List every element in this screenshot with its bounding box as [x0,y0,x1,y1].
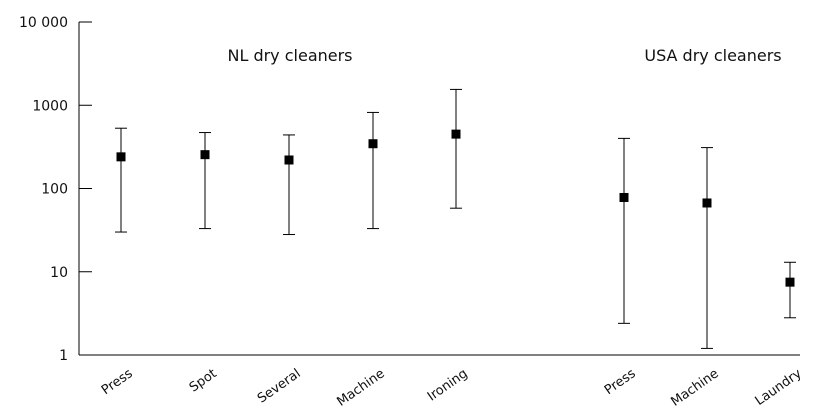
y-tick-label-1: 10 [50,265,68,281]
error-bar-3 [367,111,379,230]
category-label-4: Ironing [425,366,471,404]
data-point-5 [619,192,629,202]
data-point-2 [284,155,294,165]
error-bar-7 [784,261,796,319]
data-markers [116,129,795,287]
category-label-2: Several [255,366,304,406]
y-tick-label-4: 10 000 [19,15,68,31]
error-bar-4 [450,88,462,209]
y-tick-label-2: 100 [41,182,68,198]
y-tick-label-0: 1 [59,348,68,364]
category-labels: Press Spot Several Machine Ironing Press Machi… [99,366,805,410]
category-label-3: Machine [334,366,387,410]
error-bar-6 [701,147,713,349]
error-bar-1 [199,132,211,230]
group-label-1: USA dry cleaners [644,46,781,65]
category-label-1: Spot [187,366,220,395]
y-axis-ticks: 1 10 100 1000 10 000 [19,15,92,364]
error-bar-2 [283,134,295,236]
group-label-0: NL dry cleaners [227,46,352,65]
y-tick-label-3: 1000 [32,98,68,114]
error-bar-5 [618,137,630,324]
data-point-7 [785,277,795,287]
data-point-4 [451,129,461,139]
error-bars [115,88,796,349]
data-point-0 [116,152,126,162]
data-point-1 [200,150,210,160]
data-point-6 [702,198,712,208]
category-label-7: Laundry [753,366,805,409]
category-label-0: Press [99,366,136,398]
category-label-5: Press [602,366,639,398]
category-label-6: Machine [668,366,721,410]
group-labels: NL dry cleaners USA dry cleaners [227,46,781,65]
error-bar-0 [115,127,127,233]
data-point-3 [368,139,378,149]
